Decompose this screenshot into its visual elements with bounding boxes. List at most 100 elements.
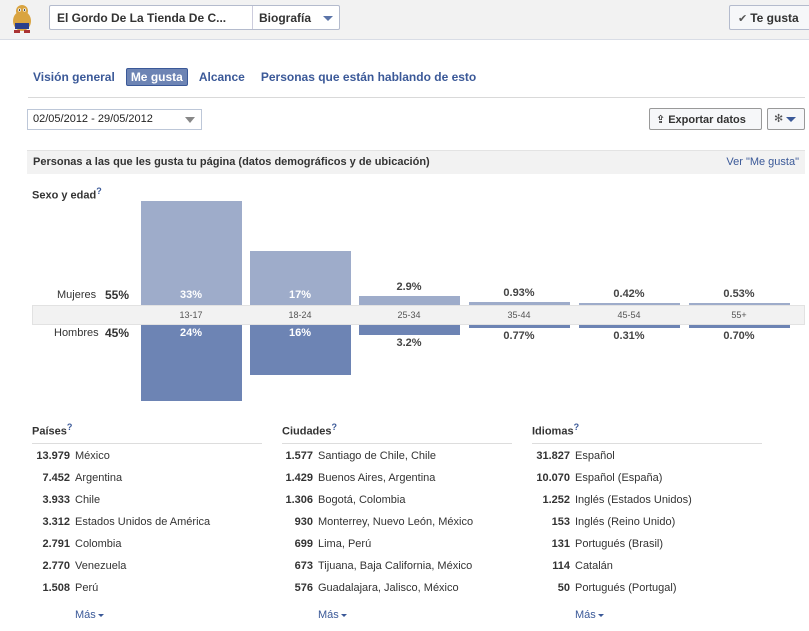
export-button-label: Exportar datos	[668, 114, 746, 126]
list-item-count: 131	[551, 537, 570, 550]
women-total: 55%	[105, 288, 130, 302]
women-value-label: 2.9%	[396, 280, 422, 293]
women-value-label: 0.42%	[613, 287, 645, 300]
checkmark-icon: ✔	[738, 13, 748, 25]
like-button-label: Te gusta	[750, 11, 799, 25]
countries-column: Países? 13.979 México 7.452 Argentina 3.933 C…	[32, 422, 262, 599]
view-likes-link[interactable]: Ver "Me gusta"	[726, 156, 799, 168]
list-item-name: Portugués (Portugal)	[575, 581, 677, 594]
cities-more-link[interactable]: Más	[318, 609, 347, 621]
tab-talking-about[interactable]: Personas que están hablando de esto	[260, 70, 477, 84]
list-item-count: 1.306	[285, 493, 313, 506]
languages-header: Idiomas?	[532, 422, 762, 444]
list-item-name: México	[75, 449, 110, 462]
list-item-count: 2.770	[42, 559, 70, 572]
list-item: 131 Portugués (Brasil)	[532, 533, 762, 555]
tab-overview[interactable]: Visión general	[33, 70, 115, 84]
sex-age-title: Sexo y edad?	[32, 186, 102, 202]
list-item-name: Inglés (Reino Unido)	[575, 515, 676, 528]
tab-reach[interactable]: Alcance	[198, 70, 245, 84]
men-value-label: 0.31%	[613, 329, 645, 342]
view-dropdown[interactable]: Biografía	[253, 6, 339, 29]
list-item-count: 114	[552, 559, 570, 572]
list-item-count: 7.452	[42, 471, 70, 484]
list-item-name: Argentina	[75, 471, 123, 484]
women-bar-13-17	[141, 201, 242, 305]
page-avatar[interactable]	[8, 2, 36, 34]
men-value-label: 0.70%	[723, 329, 755, 342]
divider	[28, 97, 805, 98]
list-item-count: 673	[294, 559, 313, 572]
women-value-label: 33%	[179, 289, 203, 301]
chevron-down-icon	[323, 16, 333, 21]
men-value-label: 0.77%	[503, 329, 535, 342]
list-item-name: Colombia	[75, 537, 122, 550]
like-button[interactable]: ✔ Te gusta	[729, 5, 809, 30]
list-item-count: 13.979	[36, 449, 70, 462]
men-bar-13-17	[141, 325, 242, 401]
list-item-name: Portugués (Brasil)	[575, 537, 664, 550]
chevron-down-icon	[340, 613, 347, 617]
countries-more-link[interactable]: Más	[75, 609, 104, 621]
list-item-count: 3.312	[42, 515, 70, 528]
age-category-label: 35-44	[507, 310, 531, 320]
age-category-label: 45-54	[617, 310, 641, 320]
cities-column: Ciudades? 1.577 Santiago de Chile, Chile 1…	[282, 422, 512, 599]
list-item-name: Guadalajara, Jalisco, México	[318, 581, 459, 594]
languages-more-label: Más	[575, 609, 596, 621]
export-button[interactable]: ⇪ Exportar datos	[649, 108, 762, 130]
list-item: 1.508 Perú	[32, 577, 262, 599]
age-category-label: 18-24	[288, 310, 312, 320]
list-item-count: 1.429	[285, 471, 313, 484]
men-value-label: 16%	[288, 327, 312, 339]
list-item-name: Chile	[75, 493, 101, 506]
women-value-label: 17%	[288, 289, 312, 301]
chevron-down-icon	[97, 613, 104, 617]
countries-header: Países?	[32, 422, 262, 444]
list-item: 7.452 Argentina	[32, 467, 262, 489]
list-item-name: Santiago de Chile, Chile	[318, 449, 437, 462]
cities-title: Ciudades	[282, 425, 332, 438]
help-icon[interactable]: ?	[66, 422, 73, 432]
list-item: 1.429 Buenos Aires, Argentina	[282, 467, 512, 489]
export-icon: ⇪	[656, 114, 666, 126]
men-bar-35-44	[469, 325, 570, 328]
women-bar-25-34	[359, 295, 460, 305]
page-name[interactable]: El Gordo De La Tienda De C...	[50, 6, 253, 29]
men-bar-55+	[689, 325, 790, 328]
languages-more-link[interactable]: Más	[575, 609, 604, 621]
men-value-label: 24%	[179, 327, 203, 339]
age-category-label: 55+	[731, 310, 747, 320]
list-item: 673 Tijuana, Baja California, México	[282, 555, 512, 577]
page-selector[interactable]: El Gordo De La Tienda De C... Biografía	[49, 5, 340, 30]
list-item: 699 Lima, Perú	[282, 533, 512, 555]
list-item-count: 699	[294, 537, 313, 550]
insights-tabs: Visión general Me gusta Alcance Personas…	[28, 68, 487, 86]
age-category-label: 13-17	[179, 310, 203, 320]
settings-button[interactable]: ✻	[767, 108, 805, 130]
help-icon[interactable]: ?	[96, 186, 102, 196]
list-item-name: Español (España)	[575, 471, 663, 484]
list-item: 153 Inglés (Reino Unido)	[532, 511, 762, 533]
help-icon[interactable]: ?	[573, 422, 580, 432]
list-item-count: 576	[294, 581, 313, 594]
list-item-name: Venezuela	[75, 559, 127, 572]
women-value-label: 0.93%	[503, 287, 535, 300]
list-item-name: Catalán	[575, 559, 613, 572]
countries-title: Países	[32, 425, 67, 438]
list-item: 2.791 Colombia	[32, 533, 262, 555]
list-item-count: 50	[557, 581, 570, 594]
list-item-count: 1.577	[285, 449, 313, 462]
top-bar: El Gordo De La Tienda De C... Biografía …	[0, 0, 809, 40]
date-range-select[interactable]: 02/05/2012 - 29/05/2012	[27, 109, 202, 130]
sex-age-title-text: Sexo y edad	[32, 189, 97, 202]
list-item: 114 Catalán	[532, 555, 762, 577]
list-item: 930 Monterrey, Nuevo León, México	[282, 511, 512, 533]
help-icon[interactable]: ?	[331, 422, 338, 432]
languages-title: Idiomas	[532, 425, 574, 438]
list-item-count: 3.933	[42, 493, 70, 506]
countries-more-label: Más	[75, 609, 96, 621]
section-header: Personas a las que les gusta tu página (…	[27, 150, 805, 174]
chevron-down-icon	[786, 116, 797, 122]
tab-likes[interactable]: Me gusta	[125, 68, 188, 86]
